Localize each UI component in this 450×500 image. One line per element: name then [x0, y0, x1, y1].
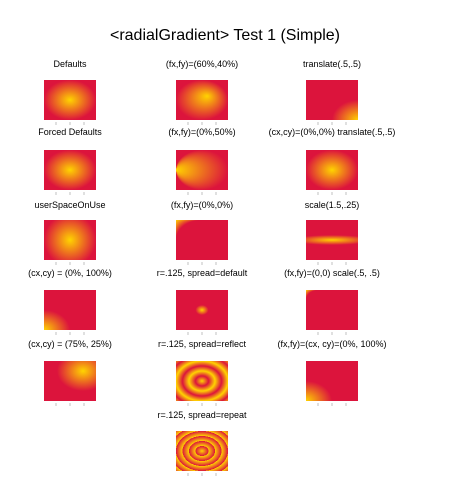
- cell-label: (fx,fy)=(0%,0%): [171, 200, 233, 210]
- cell-label: translate(.5,.5): [303, 59, 361, 69]
- cell-label: (cx,cy) = (75%, 25%): [28, 339, 112, 349]
- gradient-swatch: [176, 431, 228, 471]
- cell-label: scale(1.5,.25): [305, 200, 360, 210]
- cell-label: Forced Defaults: [38, 127, 102, 137]
- gradient-swatch: [176, 290, 228, 330]
- cell-label: (fx,fy)=(0,0) scale(.5, .5): [284, 268, 380, 278]
- gradient-swatch: [306, 361, 358, 401]
- title: <radialGradient> Test 1 (Simple): [110, 27, 340, 44]
- cell-label: Defaults: [53, 59, 87, 69]
- gradient-swatch: [306, 80, 358, 120]
- gradient-swatch: [44, 220, 96, 260]
- cell-label: (fx,fy)=(cx, cy)=(0%, 100%): [277, 339, 386, 349]
- cell-label: r=.125, spread=repeat: [157, 410, 247, 420]
- cell-label: (cx,cy) = (0%, 100%): [28, 268, 112, 278]
- gradient-swatch: [176, 80, 228, 120]
- gradient-swatch: [306, 290, 358, 330]
- gradient-swatch: [176, 220, 228, 260]
- cell-label: userSpaceOnUse: [34, 200, 105, 210]
- gradient-swatch: [44, 361, 96, 401]
- gradient-swatch: [176, 150, 228, 190]
- gradient-swatch: [176, 361, 228, 401]
- cell-label: (cx,cy)=(0%,0%) translate(.5,.5): [269, 127, 396, 137]
- gradient-swatch: [44, 80, 96, 120]
- gradient-swatch: [44, 290, 96, 330]
- cell-label: (fx,fy)=(0%,50%): [168, 127, 235, 137]
- cell-label: r=.125, spread=default: [157, 268, 248, 278]
- cells: Defaults (fx,fy)=(60%,40%) translate(.5,.5…: [28, 59, 395, 476]
- gradient-swatch: [306, 150, 358, 190]
- gradient-swatch: [44, 150, 96, 190]
- gradient-swatch: [306, 220, 358, 260]
- cell-label: r=.125, spread=reflect: [158, 339, 247, 349]
- cell-label: (fx,fy)=(60%,40%): [166, 59, 238, 69]
